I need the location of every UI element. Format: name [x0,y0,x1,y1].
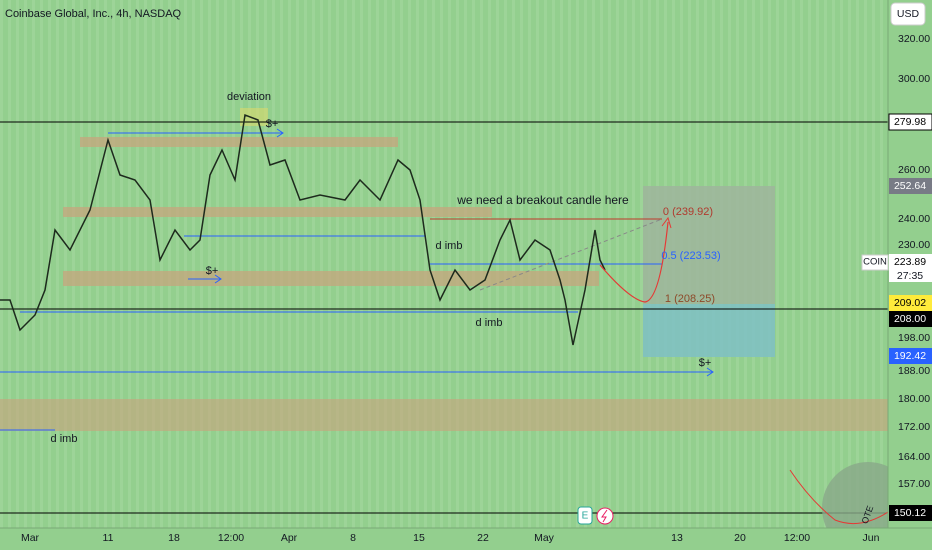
arrow [706,367,714,377]
annotation: we need a breakout candle here [456,193,629,207]
time-tick-label: Jun [863,532,880,544]
price-tick-label: 198.00 [898,332,930,344]
price-badge-label: 208.00 [894,313,926,325]
price-tick-label: 300.00 [898,73,930,85]
price-badge [889,505,932,521]
fib-label: 0.5 (223.53) [661,250,720,262]
annotation: d imb [436,240,463,252]
time-tick-label: Mar [21,532,40,544]
price-path [0,113,606,346]
fib-label: 1 (208.25) [665,293,715,305]
time-tick-label: 12:00 [784,532,810,544]
annotation: $+ [266,118,279,130]
zone [80,137,398,147]
earnings-label: E [582,511,589,522]
price-badge-label: 223.89 [894,256,926,268]
zone [63,207,492,217]
symbol: COIN [863,257,887,268]
price-tick-label: 240.00 [898,213,930,225]
fib-label: 0 (239.92) [663,206,713,218]
projection-curve [599,221,669,303]
earnings-icon[interactable] [577,506,593,525]
annotation: d imb [476,317,503,329]
time-tick-label: 13 [671,532,683,544]
price-badge [889,178,932,194]
time-tick-label: 18 [168,532,180,544]
stop-box [643,304,775,357]
currency: USD [897,8,920,20]
symbol-badge [861,254,889,271]
annotation: deviation [227,91,271,103]
price-tick-label: 188.00 [898,365,930,377]
ote-circle [822,462,888,528]
price-tick-label: 180.00 [898,393,930,405]
zone [63,271,599,286]
price-tick-label: 260.00 [898,164,930,176]
price-tick-label: 164.00 [898,451,930,463]
annotation: $+ [206,265,219,277]
price-badge [889,254,932,270]
price-badge-label: 192.42 [894,350,926,362]
arrow [214,274,222,284]
ote-curve [789,469,888,525]
time-tick-label: 8 [350,532,356,544]
time-tick-label: 15 [413,532,425,544]
lightning [601,509,608,523]
currency-button[interactable] [890,2,926,26]
countdown: 27:35 [897,270,923,282]
price-badge [889,311,932,327]
price-tick-label: 320.00 [898,33,930,45]
chart-title: Coinbase Global, Inc., 4h, NASDAQ [5,8,182,20]
countdown-badge [889,270,932,282]
price-badge-label: 252.64 [894,180,926,192]
price-badge [889,348,932,364]
annotation: $+ [699,357,712,369]
time-tick-label: 20 [734,532,746,544]
price-badge-label: 150.12 [894,507,926,519]
time-tick-label: 22 [477,532,489,544]
price-badge [888,113,932,131]
arrow [661,216,672,229]
price-badge [889,295,932,311]
price-tick-label: 157.00 [898,478,930,490]
time-tick-label: 12:00 [218,532,244,544]
price-badge-label: 209.02 [894,297,926,309]
time-tick-label: May [534,532,555,544]
zone [0,399,888,431]
price-badge-label: 279.98 [894,116,926,128]
trend-line [479,218,663,291]
price-tick-label: 172.00 [898,421,930,433]
split-icon[interactable] [596,507,614,525]
time-tick-label: Apr [281,532,298,544]
target-box [643,186,775,304]
time-tick-label: 11 [103,532,114,544]
annotation: d imb [51,433,78,445]
price-tick-label: 230.00 [898,239,930,251]
arrow [276,128,284,138]
